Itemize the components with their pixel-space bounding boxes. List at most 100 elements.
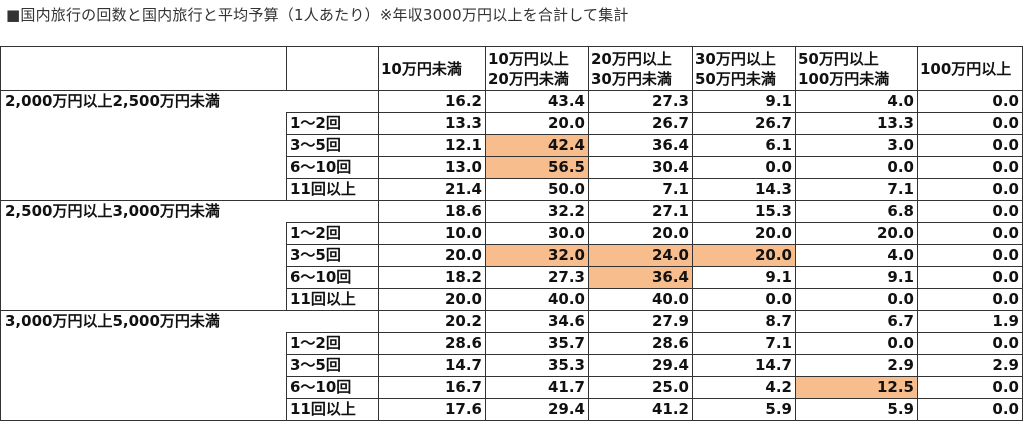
value-cell: 50.0 bbox=[485, 178, 589, 201]
table-row: 6～10回 16.7 41.7 25.0 4.2 12.5 0.0 bbox=[0, 376, 1023, 399]
total-cell: 18.6 bbox=[378, 200, 486, 223]
group-spacer bbox=[0, 332, 287, 355]
frequency-label: 3～5回 bbox=[286, 244, 379, 267]
group-spacer bbox=[0, 376, 287, 399]
column-header: 100万円以上 bbox=[917, 46, 1023, 91]
frequency-label: 1～2回 bbox=[286, 222, 379, 245]
income-group-label: 2,000万円以上2,500万円未満 bbox=[0, 90, 379, 113]
value-cell: 0.0 bbox=[795, 332, 918, 355]
value-cell: 40.0 bbox=[588, 288, 693, 311]
value-cell: 6.1 bbox=[692, 134, 796, 157]
frequency-label: 1～2回 bbox=[286, 112, 379, 135]
value-cell: 20.0 bbox=[588, 222, 693, 245]
value-cell: 41.2 bbox=[588, 398, 693, 421]
header-sub-corner bbox=[286, 46, 379, 91]
value-cell: 7.1 bbox=[588, 178, 693, 201]
highlighted-cell: 56.5 bbox=[485, 156, 589, 179]
value-cell: 29.4 bbox=[485, 398, 589, 421]
value-cell: 20.0 bbox=[692, 222, 796, 245]
value-cell: 0.0 bbox=[917, 156, 1023, 179]
group-spacer bbox=[0, 156, 287, 179]
value-cell: 13.0 bbox=[378, 156, 486, 179]
table-row: 6～10回 18.2 27.3 36.4 9.1 9.1 0.0 bbox=[0, 266, 1023, 289]
frequency-label: 6～10回 bbox=[286, 266, 379, 289]
frequency-label: 6～10回 bbox=[286, 376, 379, 399]
value-cell: 9.1 bbox=[795, 266, 918, 289]
table-row: 3～5回 14.7 35.3 29.4 14.7 2.9 2.9 bbox=[0, 354, 1023, 377]
value-cell: 0.0 bbox=[692, 156, 796, 179]
value-cell: 35.3 bbox=[485, 354, 589, 377]
highlighted-cell: 24.0 bbox=[588, 244, 693, 267]
frequency-label: 6～10回 bbox=[286, 156, 379, 179]
value-cell: 13.3 bbox=[795, 112, 918, 135]
group-total-row: 2,500万円以上3,000万円未満 18.6 32.2 27.1 15.3 6.8 0.0 bbox=[0, 200, 1023, 223]
group-spacer bbox=[0, 112, 287, 135]
income-group-label: 2,500万円以上3,000万円未満 bbox=[0, 200, 379, 223]
value-cell: 0.0 bbox=[917, 244, 1023, 267]
value-cell: 21.4 bbox=[378, 178, 486, 201]
group-spacer bbox=[0, 398, 287, 421]
table-row: 11回以上 20.0 40.0 40.0 0.0 0.0 0.0 bbox=[0, 288, 1023, 311]
total-cell: 27.9 bbox=[588, 310, 693, 333]
group-total-row: 2,000万円以上2,500万円未満 16.2 43.4 27.3 9.1 4.0 0.0 bbox=[0, 90, 1023, 113]
value-cell: 2.9 bbox=[917, 354, 1023, 377]
total-cell: 27.1 bbox=[588, 200, 693, 223]
value-cell: 20.0 bbox=[485, 112, 589, 135]
total-cell: 20.2 bbox=[378, 310, 486, 333]
column-header: 20万円以上 30万円未満 bbox=[588, 46, 693, 91]
value-cell: 40.0 bbox=[485, 288, 589, 311]
value-cell: 0.0 bbox=[917, 134, 1023, 157]
value-cell: 0.0 bbox=[917, 288, 1023, 311]
value-cell: 14.7 bbox=[692, 354, 796, 377]
group-spacer bbox=[0, 222, 287, 245]
highlighted-cell: 20.0 bbox=[692, 244, 796, 267]
total-cell: 6.7 bbox=[795, 310, 918, 333]
data-table: 10万円未満 10万円以上 20万円未満 20万円以上 30万円未満 30万円以上 5… bbox=[0, 46, 1023, 421]
income-group-label: 3,000万円以上5,000万円未満 bbox=[0, 310, 379, 333]
group-spacer bbox=[0, 244, 287, 267]
value-cell: 18.2 bbox=[378, 266, 486, 289]
table-row: 6～10回 13.0 56.5 30.4 0.0 0.0 0.0 bbox=[0, 156, 1023, 179]
value-cell: 13.3 bbox=[378, 112, 486, 135]
highlighted-cell: 12.5 bbox=[795, 376, 918, 399]
table-row: 1～2回 10.0 30.0 20.0 20.0 20.0 0.0 bbox=[0, 222, 1023, 245]
value-cell: 0.0 bbox=[795, 288, 918, 311]
value-cell: 20.0 bbox=[378, 288, 486, 311]
highlighted-cell: 36.4 bbox=[588, 266, 693, 289]
group-spacer bbox=[0, 288, 287, 311]
value-cell: 0.0 bbox=[917, 376, 1023, 399]
value-cell: 0.0 bbox=[917, 112, 1023, 135]
value-cell: 25.0 bbox=[588, 376, 693, 399]
column-header: 10万円未満 bbox=[378, 46, 486, 91]
column-header: 30万円以上 50万円未満 bbox=[692, 46, 796, 91]
value-cell: 5.9 bbox=[692, 398, 796, 421]
value-cell: 0.0 bbox=[692, 288, 796, 311]
table-row: 1～2回 28.6 35.7 28.6 7.1 0.0 0.0 bbox=[0, 332, 1023, 355]
total-cell: 34.6 bbox=[485, 310, 589, 333]
header-corner bbox=[0, 46, 287, 91]
total-cell: 43.4 bbox=[485, 90, 589, 113]
total-cell: 8.7 bbox=[692, 310, 796, 333]
table-row: 11回以上 17.6 29.4 41.2 5.9 5.9 0.0 bbox=[0, 398, 1023, 421]
table-row: 1～2回 13.3 20.0 26.7 26.7 13.3 0.0 bbox=[0, 112, 1023, 135]
value-cell: 14.7 bbox=[378, 354, 486, 377]
total-cell: 32.2 bbox=[485, 200, 589, 223]
column-header: 10万円以上 20万円未満 bbox=[485, 46, 589, 91]
value-cell: 26.7 bbox=[692, 112, 796, 135]
value-cell: 28.6 bbox=[378, 332, 486, 355]
value-cell: 4.2 bbox=[692, 376, 796, 399]
value-cell: 30.0 bbox=[485, 222, 589, 245]
value-cell: 35.7 bbox=[485, 332, 589, 355]
frequency-label: 11回以上 bbox=[286, 178, 379, 201]
total-cell: 4.0 bbox=[795, 90, 918, 113]
table-row: 3～5回 20.0 32.0 24.0 20.0 4.0 0.0 bbox=[0, 244, 1023, 267]
value-cell: 16.7 bbox=[378, 376, 486, 399]
total-cell: 0.0 bbox=[917, 90, 1023, 113]
value-cell: 41.7 bbox=[485, 376, 589, 399]
value-cell: 7.1 bbox=[692, 332, 796, 355]
value-cell: 27.3 bbox=[485, 266, 589, 289]
total-cell: 9.1 bbox=[692, 90, 796, 113]
value-cell: 14.3 bbox=[692, 178, 796, 201]
value-cell: 10.0 bbox=[378, 222, 486, 245]
value-cell: 5.9 bbox=[795, 398, 918, 421]
